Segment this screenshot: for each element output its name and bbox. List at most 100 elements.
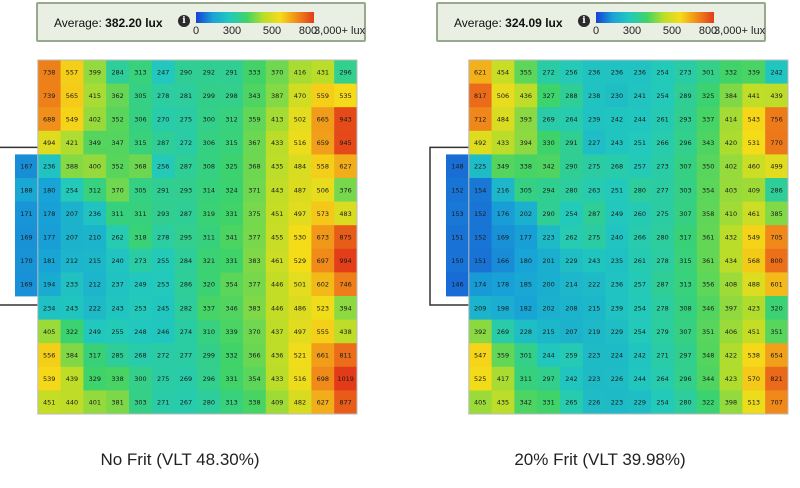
heatmap-cell — [537, 366, 561, 391]
heatmap-cell — [605, 107, 629, 132]
heatmap-cell-value: 297 — [679, 352, 691, 360]
heatmap-cell-value: 499 — [770, 163, 782, 171]
heatmap-cell-value: 403 — [725, 186, 737, 194]
heatmap-cell-value: 332 — [225, 352, 237, 360]
heatmap-cell — [491, 248, 515, 273]
heatmap-cell-value: 756 — [770, 116, 782, 124]
heatmap-cell — [468, 83, 492, 108]
heatmap-cell — [719, 390, 743, 415]
heatmap-cell — [468, 107, 492, 132]
heatmap-cell — [491, 296, 515, 320]
heatmap-cell-value: 602 — [317, 281, 329, 289]
heatmap-cell-value: 556 — [43, 352, 55, 360]
panel-no-frit: Average: 382.20 lux i 0 300 500 800 3,00… — [0, 2, 366, 469]
heatmap-cell — [311, 248, 335, 273]
heatmap-cell — [311, 178, 335, 202]
heatmap-cell-value: 461 — [748, 210, 760, 218]
heatmap-cell-value: 339 — [748, 68, 760, 76]
heatmap-cell-value: 402 — [89, 116, 101, 124]
heatmap-cell — [265, 178, 289, 202]
heatmap-cell-value: 178 — [497, 281, 509, 289]
heatmap-cell-value: 152 — [451, 186, 463, 194]
heatmap-cell-value: 549 — [66, 116, 78, 124]
heatmap-cell-value: 383 — [248, 257, 260, 265]
heatmap-cell-value: 525 — [474, 375, 486, 383]
heatmap-cell-value: 188 — [20, 186, 32, 194]
scale-tick-500: 500 — [262, 25, 282, 37]
heatmap-cell — [60, 225, 84, 250]
heatmap-cell-value: 359 — [497, 352, 509, 360]
heatmap-cell-value: 229 — [565, 257, 577, 265]
heatmap-cell-value: 446 — [271, 281, 283, 289]
heatmap-cell — [311, 154, 335, 179]
heatmap-cell-value: 300 — [134, 375, 146, 383]
heatmap-cell — [560, 178, 584, 202]
heatmap-cell — [696, 107, 720, 132]
heatmap-cell — [197, 343, 221, 368]
heatmap-cell — [197, 178, 221, 202]
average-readout: Average: 324.09 lux — [454, 16, 563, 30]
heatmap-cell-value: 274 — [180, 328, 192, 336]
heatmap-cell-value: 350 — [702, 163, 714, 171]
heatmap-cell-value: 296 — [339, 68, 351, 76]
heatmap-cell — [106, 178, 130, 202]
heatmap-cell — [491, 107, 515, 132]
heatmap-cell-value: 271 — [656, 352, 668, 360]
heatmap-cell — [651, 366, 675, 391]
heatmap-cell — [674, 272, 698, 297]
heatmap-cell-value: 439 — [66, 375, 78, 383]
heatmap-cell — [243, 225, 267, 250]
heatmap-cell-value: 246 — [157, 328, 169, 336]
heatmap-cell — [37, 178, 61, 202]
heatmap-cell-value: 437 — [271, 328, 283, 336]
heatmap-cell-value: 296 — [203, 375, 215, 383]
heatmap-cell — [696, 60, 720, 84]
heatmap-cell — [628, 60, 652, 84]
heatmap-cell — [742, 83, 766, 108]
heatmap-cell — [129, 154, 153, 179]
heatmap-cell — [514, 60, 538, 84]
info-icon[interactable]: i — [178, 15, 190, 27]
heatmap-cell — [334, 154, 358, 179]
heatmap-cell — [83, 130, 107, 155]
heatmap-cell — [174, 390, 198, 415]
heatmap-cell — [151, 248, 175, 273]
heatmap-cell — [60, 201, 84, 226]
heatmap-cell — [742, 296, 766, 320]
heatmap-cell-value: 242 — [611, 116, 623, 124]
heatmap-cell — [220, 201, 244, 226]
scale-tick-800: 800 — [298, 25, 318, 37]
heatmap-cell-value: 817 — [474, 92, 486, 100]
heatmap-cell-value: 322 — [702, 399, 714, 407]
heatmap-cell — [129, 366, 153, 391]
heatmap-cell — [334, 248, 358, 273]
heatmap-cell — [491, 366, 515, 391]
heatmap-cell-value: 435 — [271, 163, 283, 171]
heatmap-cell-value: 627 — [317, 399, 329, 407]
heatmap-cell-value: 272 — [542, 68, 554, 76]
heatmap-cell-value: 263 — [588, 186, 600, 194]
heatmap-cell — [719, 201, 743, 226]
info-icon[interactable]: i — [578, 15, 590, 27]
heatmap-cell-value: 239 — [588, 116, 600, 124]
heatmap-cell — [719, 272, 743, 297]
heatmap-cell-value: 216 — [497, 186, 509, 194]
heatmap-cell-value: 431 — [317, 68, 329, 76]
heatmap-cell-value: 549 — [748, 234, 760, 242]
heatmap-cell-value: 289 — [679, 92, 691, 100]
heatmap-cell — [651, 296, 675, 320]
heatmap-cell — [628, 343, 652, 368]
heatmap-cell-value: 275 — [588, 234, 600, 242]
heatmap-cell — [288, 83, 312, 108]
heatmap-cell — [514, 366, 538, 391]
heatmap-cell-value: 421 — [66, 139, 78, 147]
heatmap-cell-value: 287 — [157, 139, 169, 147]
heatmap-cell-value: 280 — [203, 399, 215, 407]
heatmap-cell-value: 414 — [725, 116, 737, 124]
heatmap-cell — [765, 154, 789, 179]
heatmap-cell — [719, 130, 743, 155]
heatmap-cell-value: 278 — [157, 234, 169, 242]
heatmap-cell-value: 249 — [611, 210, 623, 218]
heatmap-cell-value: 298 — [225, 92, 237, 100]
heatmap-cell-value: 264 — [565, 116, 577, 124]
